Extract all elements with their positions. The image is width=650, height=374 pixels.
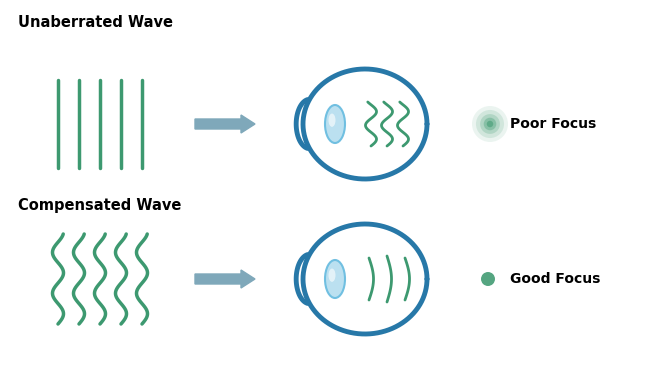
Ellipse shape [328, 269, 335, 282]
Text: Poor Focus: Poor Focus [510, 117, 596, 131]
FancyArrow shape [195, 115, 255, 133]
Ellipse shape [325, 105, 345, 143]
Circle shape [481, 272, 495, 286]
Circle shape [487, 121, 493, 127]
Circle shape [484, 118, 497, 130]
Ellipse shape [328, 114, 335, 127]
Circle shape [480, 114, 500, 134]
Ellipse shape [325, 260, 345, 298]
Text: Compensated Wave: Compensated Wave [18, 198, 181, 213]
Circle shape [472, 106, 508, 142]
FancyArrow shape [195, 270, 255, 288]
Text: Good Focus: Good Focus [510, 272, 601, 286]
Circle shape [476, 110, 504, 138]
Text: Unaberrated Wave: Unaberrated Wave [18, 15, 173, 30]
